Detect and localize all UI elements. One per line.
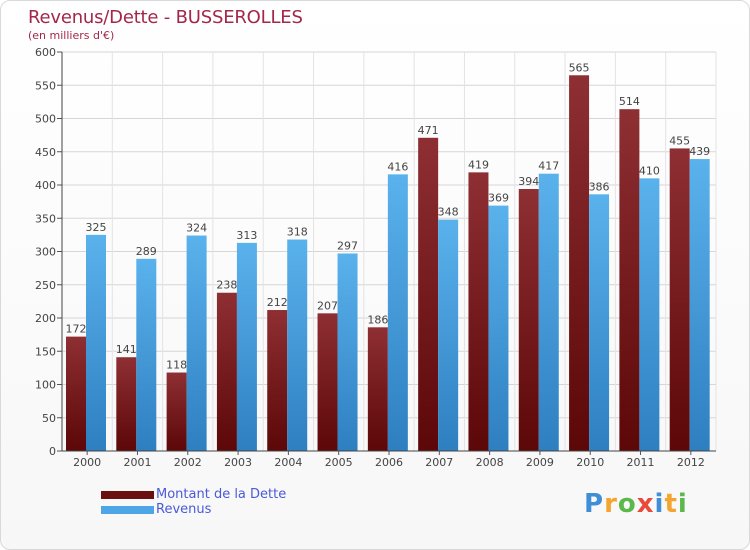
proxiti-logo: Proxiti — [584, 489, 688, 519]
logo-letter: P — [584, 489, 605, 519]
y-tick-label: 500 — [35, 113, 56, 126]
bar-dette-2006 — [367, 327, 388, 451]
x-tick-label: 2003 — [224, 456, 252, 469]
bar-revenus-2010 — [589, 194, 610, 451]
x-tick-label: 2011 — [627, 456, 655, 469]
bar-revenus-2000 — [86, 234, 106, 451]
x-tick-label: 2005 — [325, 456, 353, 469]
y-tick-label: 50 — [42, 412, 56, 425]
y-tick-label: 300 — [35, 246, 56, 259]
value-label-revenus-2000: 325 — [86, 221, 107, 234]
x-tick-label: 2009 — [526, 456, 554, 469]
value-label-dette-2005: 207 — [317, 299, 338, 312]
bar-revenus-2001 — [136, 258, 157, 451]
logo-letter: r — [604, 489, 618, 519]
legend-swatch-dette — [101, 490, 154, 499]
bar-dette-2011 — [619, 109, 640, 451]
x-tick-label: 2007 — [425, 456, 453, 469]
y-tick-label: 200 — [35, 312, 56, 325]
x-tick-label: 2001 — [123, 456, 151, 469]
value-label-revenus-2003: 313 — [236, 229, 257, 242]
value-label-revenus-2007: 348 — [438, 206, 459, 219]
bar-revenus-2006 — [387, 174, 408, 452]
bar-dette-2010 — [569, 75, 590, 452]
value-label-dette-2012: 455 — [669, 134, 690, 147]
y-tick-label: 600 — [35, 46, 56, 59]
value-label-revenus-2005: 297 — [337, 239, 358, 252]
bar-dette-2008 — [468, 172, 489, 452]
value-label-revenus-2009: 417 — [538, 160, 559, 173]
y-tick-label: 450 — [35, 146, 56, 159]
value-label-revenus-2002: 324 — [186, 222, 207, 235]
y-tick-label: 250 — [35, 279, 56, 292]
value-label-dette-2007: 471 — [418, 124, 439, 137]
logo-letter: i — [677, 489, 688, 519]
y-tick-label: 150 — [35, 345, 56, 358]
chart-title: Revenus/Dette - BUSSEROLLES — [28, 7, 303, 28]
value-label-dette-2000: 172 — [66, 323, 87, 336]
y-tick-label: 350 — [35, 212, 56, 225]
legend-item-revenus: Revenus — [101, 502, 286, 517]
y-tick-label: 400 — [35, 179, 56, 192]
value-label-revenus-2011: 410 — [639, 164, 660, 177]
bar-revenus-2012 — [689, 159, 710, 451]
bar-dette-2005 — [317, 313, 338, 451]
value-label-dette-2010: 565 — [569, 61, 590, 74]
x-tick-label: 2006 — [375, 456, 403, 469]
logo-letter: t — [664, 489, 678, 519]
x-tick-label: 2012 — [677, 456, 705, 469]
bar-revenus-2002 — [186, 235, 207, 451]
y-tick-label: 100 — [35, 379, 56, 392]
value-label-dette-2011: 514 — [619, 95, 640, 108]
x-tick-label: 2004 — [274, 456, 302, 469]
bar-revenus-2007 — [438, 219, 459, 451]
chart-subtitle: (en milliers d'€) — [28, 29, 115, 42]
legend-label-dette: Montant de la Dette — [156, 486, 287, 502]
value-label-revenus-2008: 369 — [488, 192, 509, 205]
value-label-revenus-2001: 289 — [136, 245, 157, 258]
x-tick-label: 2010 — [576, 456, 604, 469]
legend: Montant de la Dette Revenus — [101, 487, 286, 517]
value-label-dette-2004: 212 — [267, 296, 288, 309]
value-label-revenus-2012: 439 — [689, 145, 710, 158]
bar-revenus-2008 — [488, 205, 509, 451]
bar-revenus-2005 — [337, 253, 358, 451]
logo-letter: i — [654, 489, 665, 519]
value-label-dette-2002: 118 — [166, 359, 187, 372]
x-tick-label: 2002 — [174, 456, 202, 469]
bar-dette-2000 — [66, 336, 86, 451]
x-tick-label: 2008 — [476, 456, 504, 469]
logo-letter: o — [617, 489, 637, 519]
bar-revenus-2003 — [236, 242, 257, 451]
x-tick-label: 2000 — [73, 456, 101, 469]
value-label-dette-2006: 186 — [367, 313, 388, 326]
bar-dette-2004 — [267, 310, 288, 451]
y-tick-label: 550 — [35, 79, 56, 92]
bar-revenus-2011 — [639, 178, 660, 451]
value-label-dette-2008: 419 — [468, 158, 489, 171]
bar-dette-2003 — [216, 292, 237, 451]
bar-dette-2002 — [166, 372, 187, 451]
legend-item-dette: Montant de la Dette — [101, 487, 286, 502]
legend-label-revenus: Revenus — [156, 501, 212, 517]
bar-dette-2009 — [518, 188, 539, 452]
value-label-revenus-2010: 386 — [589, 180, 610, 193]
bar-revenus-2004 — [287, 239, 308, 451]
value-label-dette-2009: 394 — [518, 175, 539, 188]
bar-dette-2007 — [418, 137, 439, 451]
logo-letter: x — [636, 489, 655, 519]
y-tick-label: 0 — [49, 445, 56, 458]
value-label-dette-2003: 238 — [216, 279, 237, 292]
bar-revenus-2009 — [538, 173, 559, 451]
legend-swatch-revenus — [101, 505, 154, 514]
bar-dette-2012 — [669, 148, 690, 452]
value-label-revenus-2004: 318 — [287, 226, 308, 239]
bar-dette-2001 — [116, 357, 137, 451]
value-label-revenus-2006: 416 — [387, 160, 408, 173]
value-label-dette-2001: 141 — [116, 343, 137, 356]
